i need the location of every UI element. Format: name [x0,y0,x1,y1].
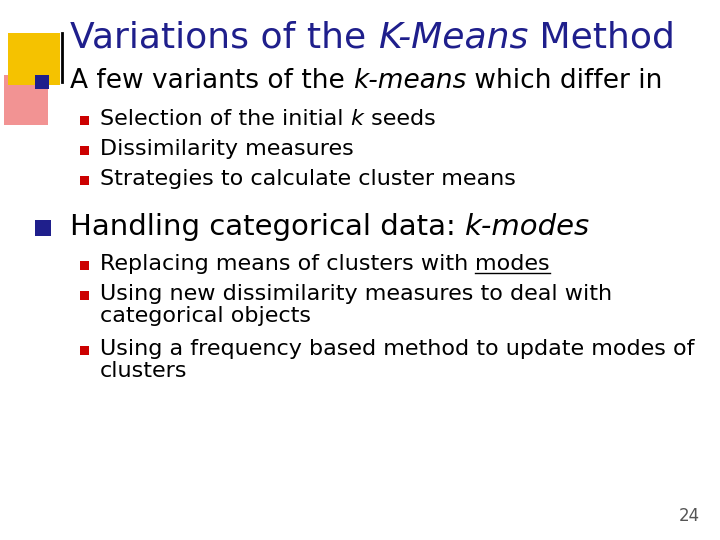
Text: Dissimilarity measures: Dissimilarity measures [100,139,354,159]
Text: k: k [351,109,364,129]
Text: Replacing means of clusters with: Replacing means of clusters with [100,254,475,274]
Text: Selection of the initial: Selection of the initial [100,109,351,129]
Bar [35,75,49,89]
Text: Variations of the: Variations of the [70,20,377,54]
Text: k-means: k-means [353,68,467,94]
Text: 24: 24 [679,507,700,525]
Bar [8,33,60,85]
Text: Strategies to calculate cluster means: Strategies to calculate cluster means [100,169,516,189]
Text: Method: Method [528,20,675,54]
Bar [80,146,89,155]
Bar [35,220,51,236]
Text: modes: modes [475,254,550,274]
Text: seeds: seeds [364,109,436,129]
Bar [80,116,89,125]
Text: which differ in: which differ in [467,68,663,94]
Bar [80,261,89,270]
Text: Using a frequency based method to update modes of: Using a frequency based method to update… [100,339,695,359]
Text: A few variants of the: A few variants of the [70,68,353,94]
Bar [80,176,89,185]
Text: Using new dissimilarity measures to deal with: Using new dissimilarity measures to deal… [100,284,612,304]
Text: clusters: clusters [100,361,187,381]
Text: categorical objects: categorical objects [100,306,311,326]
Text: k-modes: k-modes [465,213,590,241]
Text: K-Means: K-Means [377,20,528,54]
Bar [80,291,89,300]
Bar [4,75,48,125]
Text: Handling categorical data:: Handling categorical data: [70,213,465,241]
Bar [80,346,89,355]
